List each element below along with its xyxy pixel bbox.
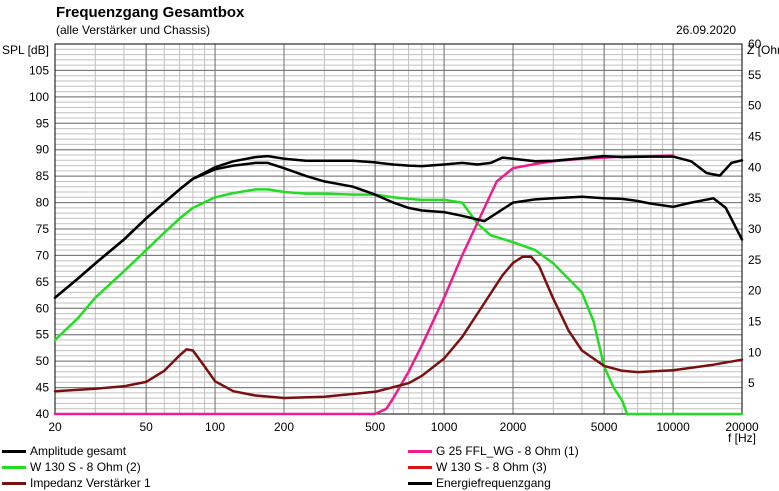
y-tick-label-left: 70: [36, 248, 50, 262]
x-tick-label: 10000: [656, 420, 690, 434]
y-tick-label-right: 40: [748, 160, 762, 174]
legend-item: W 130 S - 8 Ohm (2): [2, 459, 141, 475]
x-tick-label: 500: [365, 420, 385, 434]
legend-swatch: [2, 449, 26, 453]
y-tick-label-left: 75: [36, 222, 50, 236]
y-tick-label-left: 55: [36, 328, 50, 342]
y-tick-label-left: 100: [29, 90, 49, 104]
y-tick-label-right: 20: [748, 284, 762, 298]
legend-swatch: [408, 481, 432, 485]
x-tick-label: 1000: [431, 420, 458, 434]
x-tick-label: 20000: [725, 420, 759, 434]
legend-label: Amplitude gesamt: [30, 444, 127, 458]
chart-legend: Amplitude gesamt G 25 FFL_WG - 8 Ohm (1) W…: [0, 441, 779, 491]
y-axis-label-right: Z [Ohm]: [747, 43, 779, 57]
legend-swatch: [408, 465, 432, 469]
y-axis-label-left: SPL [dB]: [2, 43, 49, 57]
x-tick-label: 200: [274, 420, 294, 434]
y-tick-label-right: 10: [748, 345, 762, 359]
x-axis-label: f [Hz]: [727, 431, 756, 445]
y-tick-label-right: 5: [748, 376, 755, 390]
legend-item: W 130 S - 8 Ohm (3): [408, 459, 547, 475]
y-tick-label-right: 55: [748, 68, 762, 82]
legend-item: Impedanz Verstärker 1: [2, 475, 151, 491]
chart-title: Frequenzgang Gesamtbox: [56, 4, 245, 21]
legend-swatch: [2, 481, 26, 485]
x-tick-label: 2000: [500, 420, 527, 434]
plot-frame: [54, 43, 743, 415]
y-tick-label-right: 60: [748, 37, 762, 51]
legend-label: W 130 S - 8 Ohm (3): [436, 460, 547, 474]
chart-date: 26.09.2020: [676, 23, 737, 37]
y-tick-label-left: 90: [36, 143, 50, 157]
series-line: [53, 255, 744, 400]
y-tick-label-right: 30: [748, 222, 762, 236]
y-tick-label-right: 25: [748, 253, 762, 267]
series-line: [53, 188, 744, 416]
y-tick-label-left: 85: [36, 169, 50, 183]
y-tick-label-left: 45: [36, 381, 50, 395]
y-tick-label-right: 35: [748, 191, 762, 205]
y-tick-label-right: 15: [748, 315, 762, 329]
legend-item: Amplitude gesamt: [2, 443, 126, 459]
y-tick-label-left: 65: [36, 275, 50, 289]
chart-subtitle: (alle Verstärker und Chassis): [56, 23, 211, 37]
legend-swatch: [2, 465, 26, 469]
y-tick-label-left: 105: [29, 63, 49, 77]
legend-label: G 25 FFL_WG - 8 Ohm (1): [436, 444, 579, 458]
legend-item: Energiefrequenzgang: [408, 475, 551, 491]
x-tick-label: 100: [205, 420, 225, 434]
y-tick-label-left: 50: [36, 354, 50, 368]
x-tick-label: 50: [139, 420, 153, 434]
legend-label: Impedanz Verstärker 1: [30, 476, 151, 490]
series-line: [53, 161, 744, 299]
y-tick-label-right: 45: [748, 130, 762, 144]
legend-label: Energiefrequenzgang: [436, 476, 551, 490]
y-tick-label-left: 60: [36, 301, 50, 315]
y-tick-label-right: 50: [748, 99, 762, 113]
legend-label: W 130 S - 8 Ohm (2): [30, 460, 141, 474]
x-tick-label: 5000: [591, 420, 618, 434]
x-tick-label: 20: [48, 420, 62, 434]
y-tick-label-left: 95: [36, 116, 50, 130]
y-tick-label-left: 80: [36, 196, 50, 210]
y-tick-label-left: 40: [36, 407, 50, 421]
legend-item: G 25 FFL_WG - 8 Ohm (1): [408, 443, 579, 459]
legend-swatch: [408, 449, 432, 453]
